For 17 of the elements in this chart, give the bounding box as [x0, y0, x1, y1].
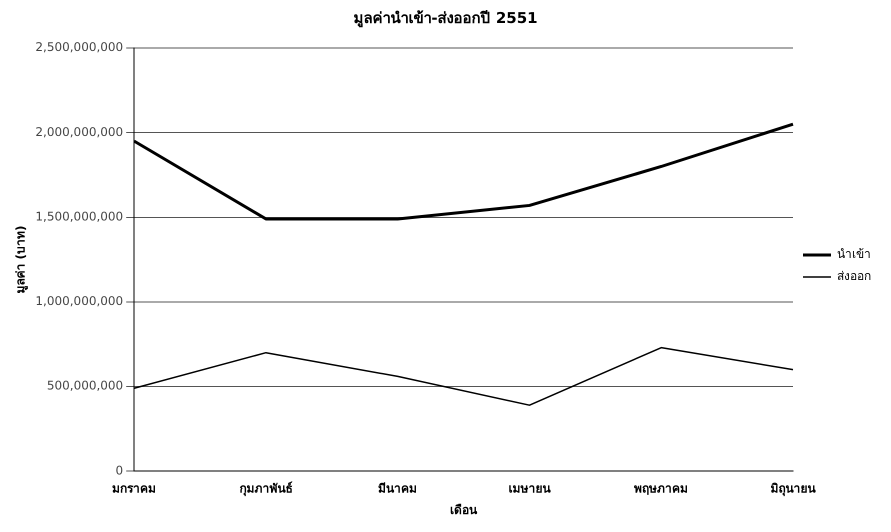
y-tick-label: 500,000,000: [46, 378, 124, 393]
x-tick-label: กุมภาพันธ์: [239, 482, 292, 497]
legend-label: นำเข้า: [837, 247, 871, 262]
x-tick-label: มิถุนายน: [770, 482, 816, 497]
x-tick-label: พฤษภาคม: [634, 482, 688, 496]
y-tick-label: 1,000,000,000: [35, 294, 124, 308]
y-tick-label: 0: [116, 463, 124, 478]
y-axis-title: มูลค่า (บาท): [13, 226, 28, 294]
x-tick-label: มีนาคม: [378, 482, 418, 496]
x-axis-title: เดือน: [450, 502, 478, 517]
y-tick-label: 2,000,000,000: [35, 124, 124, 139]
chart-title: มูลค่านำเข้า-ส่งออกปี 2551: [353, 8, 538, 28]
y-tick-label: 2,500,000,000: [35, 40, 124, 54]
legend-label: ส่งออก: [837, 269, 871, 284]
y-tick-label: 1,500,000,000: [35, 209, 124, 224]
x-tick-label: เมษายน: [508, 482, 552, 496]
x-tick-label: มกราคม: [112, 482, 156, 496]
